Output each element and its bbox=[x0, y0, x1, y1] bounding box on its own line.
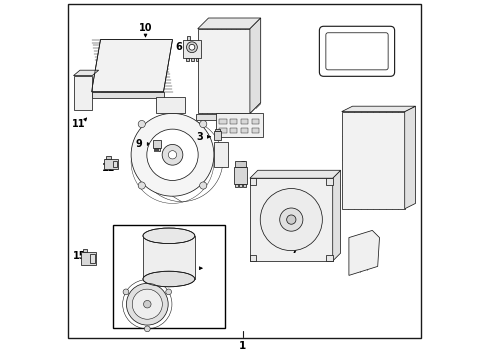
Text: 14: 14 bbox=[139, 292, 152, 302]
Bar bbox=[113, 225, 224, 328]
Polygon shape bbox=[332, 170, 340, 261]
Text: 3: 3 bbox=[196, 132, 203, 142]
FancyBboxPatch shape bbox=[325, 33, 387, 70]
Text: 7: 7 bbox=[291, 245, 298, 255]
Circle shape bbox=[131, 113, 213, 196]
Polygon shape bbox=[91, 40, 172, 92]
Bar bbox=[235, 184, 238, 187]
Bar bbox=[251, 119, 258, 124]
Bar bbox=[152, 140, 160, 148]
Bar bbox=[241, 119, 247, 124]
Circle shape bbox=[143, 301, 151, 308]
Bar bbox=[230, 128, 237, 133]
Bar bbox=[219, 128, 226, 133]
Bar bbox=[241, 128, 247, 133]
Bar bbox=[89, 254, 95, 263]
Bar bbox=[325, 178, 332, 185]
Circle shape bbox=[123, 289, 128, 295]
Text: 13: 13 bbox=[183, 263, 196, 273]
Bar bbox=[230, 119, 237, 124]
Polygon shape bbox=[156, 97, 184, 113]
Text: 8: 8 bbox=[239, 161, 245, 171]
Bar bbox=[183, 40, 200, 58]
Text: 6: 6 bbox=[175, 42, 181, 52]
Text: 9: 9 bbox=[135, 139, 142, 149]
Ellipse shape bbox=[142, 228, 194, 244]
Bar bbox=[249, 178, 332, 261]
Bar bbox=[186, 58, 189, 61]
Bar bbox=[249, 178, 256, 185]
Text: 15: 15 bbox=[73, 251, 86, 261]
Bar bbox=[142, 236, 194, 279]
Bar bbox=[158, 148, 159, 151]
Bar bbox=[82, 249, 87, 252]
Bar bbox=[197, 29, 249, 113]
Bar bbox=[195, 58, 198, 61]
Bar bbox=[239, 184, 242, 187]
Bar bbox=[249, 255, 256, 261]
Polygon shape bbox=[249, 18, 260, 113]
Circle shape bbox=[286, 215, 295, 224]
Circle shape bbox=[260, 189, 322, 251]
Ellipse shape bbox=[142, 271, 194, 287]
Polygon shape bbox=[73, 70, 99, 76]
Text: 11: 11 bbox=[72, 119, 86, 129]
Text: 2: 2 bbox=[346, 175, 353, 185]
Bar bbox=[113, 161, 117, 167]
Polygon shape bbox=[213, 143, 228, 167]
Circle shape bbox=[132, 289, 162, 319]
Bar bbox=[251, 128, 258, 133]
Bar bbox=[219, 119, 226, 124]
Bar bbox=[213, 131, 221, 140]
Bar bbox=[186, 36, 189, 40]
Circle shape bbox=[186, 42, 197, 53]
Text: 12: 12 bbox=[102, 163, 115, 173]
Circle shape bbox=[162, 144, 183, 165]
Bar bbox=[81, 252, 96, 265]
Circle shape bbox=[168, 151, 176, 159]
Text: 5: 5 bbox=[251, 120, 258, 130]
Bar bbox=[153, 148, 155, 151]
Circle shape bbox=[279, 208, 302, 231]
FancyBboxPatch shape bbox=[319, 26, 394, 76]
Polygon shape bbox=[404, 106, 415, 209]
Polygon shape bbox=[197, 18, 260, 29]
Text: 4: 4 bbox=[360, 60, 367, 70]
Circle shape bbox=[165, 289, 171, 295]
Bar bbox=[233, 167, 247, 184]
Bar bbox=[215, 129, 219, 131]
Bar bbox=[190, 58, 193, 61]
Polygon shape bbox=[196, 114, 251, 120]
Circle shape bbox=[138, 121, 145, 128]
Circle shape bbox=[199, 182, 206, 189]
Text: 10: 10 bbox=[139, 23, 152, 33]
Bar bbox=[215, 113, 262, 137]
Circle shape bbox=[138, 182, 145, 189]
Bar bbox=[104, 159, 118, 169]
Polygon shape bbox=[249, 170, 340, 178]
Bar bbox=[235, 161, 245, 167]
Text: 1: 1 bbox=[239, 341, 246, 351]
Circle shape bbox=[126, 283, 168, 325]
Bar bbox=[243, 184, 245, 187]
Circle shape bbox=[199, 121, 206, 128]
Circle shape bbox=[189, 44, 194, 50]
Bar bbox=[106, 156, 111, 159]
Bar bbox=[73, 76, 92, 110]
Bar bbox=[325, 255, 332, 261]
Polygon shape bbox=[91, 92, 163, 98]
Bar bbox=[156, 148, 157, 151]
Polygon shape bbox=[341, 106, 415, 112]
Circle shape bbox=[146, 129, 198, 180]
Polygon shape bbox=[348, 230, 379, 275]
Bar bbox=[341, 112, 404, 209]
Circle shape bbox=[144, 326, 150, 332]
